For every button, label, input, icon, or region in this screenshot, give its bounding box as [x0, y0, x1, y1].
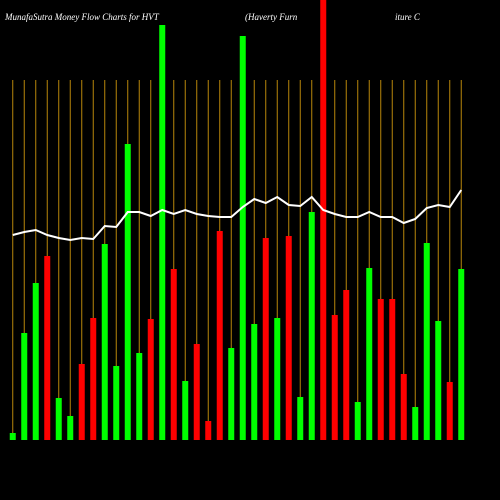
bar [101, 244, 108, 440]
bar [446, 382, 453, 440]
bar [67, 416, 74, 440]
bar [400, 374, 407, 440]
bar [251, 324, 258, 440]
bar [113, 366, 120, 440]
bar [412, 407, 419, 440]
chart-subtitle: iture C [395, 12, 421, 22]
bar [423, 243, 430, 440]
bar [389, 299, 396, 440]
bar [285, 236, 292, 440]
bar [136, 353, 143, 440]
bar [274, 318, 281, 440]
bar [170, 269, 177, 440]
bar [366, 268, 373, 440]
bar [331, 315, 338, 440]
bar [262, 238, 269, 440]
bar [78, 364, 85, 440]
bar [205, 421, 212, 440]
bar [216, 231, 223, 440]
bar [147, 319, 154, 440]
bar [354, 402, 361, 440]
bar [320, 0, 327, 440]
bar [297, 397, 304, 440]
bar [124, 144, 131, 440]
bar [44, 256, 51, 440]
bar [9, 433, 16, 440]
bar [228, 348, 235, 440]
bar [308, 212, 315, 440]
bar [435, 321, 442, 440]
bar [182, 381, 189, 440]
bar [159, 25, 166, 440]
bar [32, 283, 39, 440]
bar [343, 290, 350, 440]
chart-subtitle: (Haverty Furn [245, 12, 298, 22]
bar [239, 36, 246, 440]
bar [377, 299, 384, 440]
bar [55, 398, 62, 440]
bar [193, 344, 200, 440]
bar [458, 269, 465, 440]
bar [90, 318, 97, 440]
bar [21, 333, 28, 440]
chart-title: MunafaSutra Money Flow Charts for HVT [4, 12, 160, 22]
money-flow-line [12, 189, 463, 242]
